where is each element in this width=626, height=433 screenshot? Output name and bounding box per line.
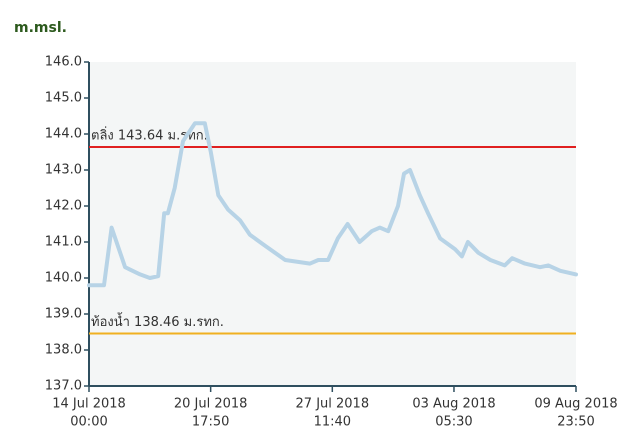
x-tick-label: 03 Aug 2018 (412, 397, 495, 412)
series-line (87, 121, 578, 288)
plot-area (89, 62, 576, 386)
y-tick-label: 138.0 (45, 343, 82, 358)
x-tick-label: 20 Jul 2018 (174, 397, 248, 412)
y-tick-label: 146.0 (45, 55, 82, 70)
x-tick-label: 27 Jul 2018 (296, 397, 370, 412)
x-tick-label: 11:40 (314, 415, 351, 430)
y-axis-title: m.msl. (14, 20, 67, 36)
y-tick-label: 145.0 (45, 91, 82, 106)
reference-label: ท้องน้ำ 138.46 ม.รทก. (91, 312, 224, 330)
x-tick-label: 00:00 (70, 415, 107, 430)
x-tick-label: 23:50 (557, 415, 594, 430)
x-tick-label: 17:50 (192, 415, 229, 430)
reference-label: ตลิ่ง 143.64 ม.รทก. (91, 126, 208, 143)
y-tick-label: 143.0 (45, 163, 82, 178)
y-tick-label: 142.0 (45, 199, 82, 214)
y-tick-label: 141.0 (45, 235, 82, 250)
x-tick-label: 09 Aug 2018 (534, 397, 617, 412)
y-tick-label: 140.0 (45, 271, 82, 286)
y-tick-label: 139.0 (45, 307, 82, 322)
y-tick-label: 144.0 (45, 127, 82, 142)
x-tick-label: 14 Jul 2018 (52, 397, 126, 412)
x-tick-label: 05:30 (435, 415, 472, 430)
y-tick-label: 137.0 (45, 379, 82, 394)
